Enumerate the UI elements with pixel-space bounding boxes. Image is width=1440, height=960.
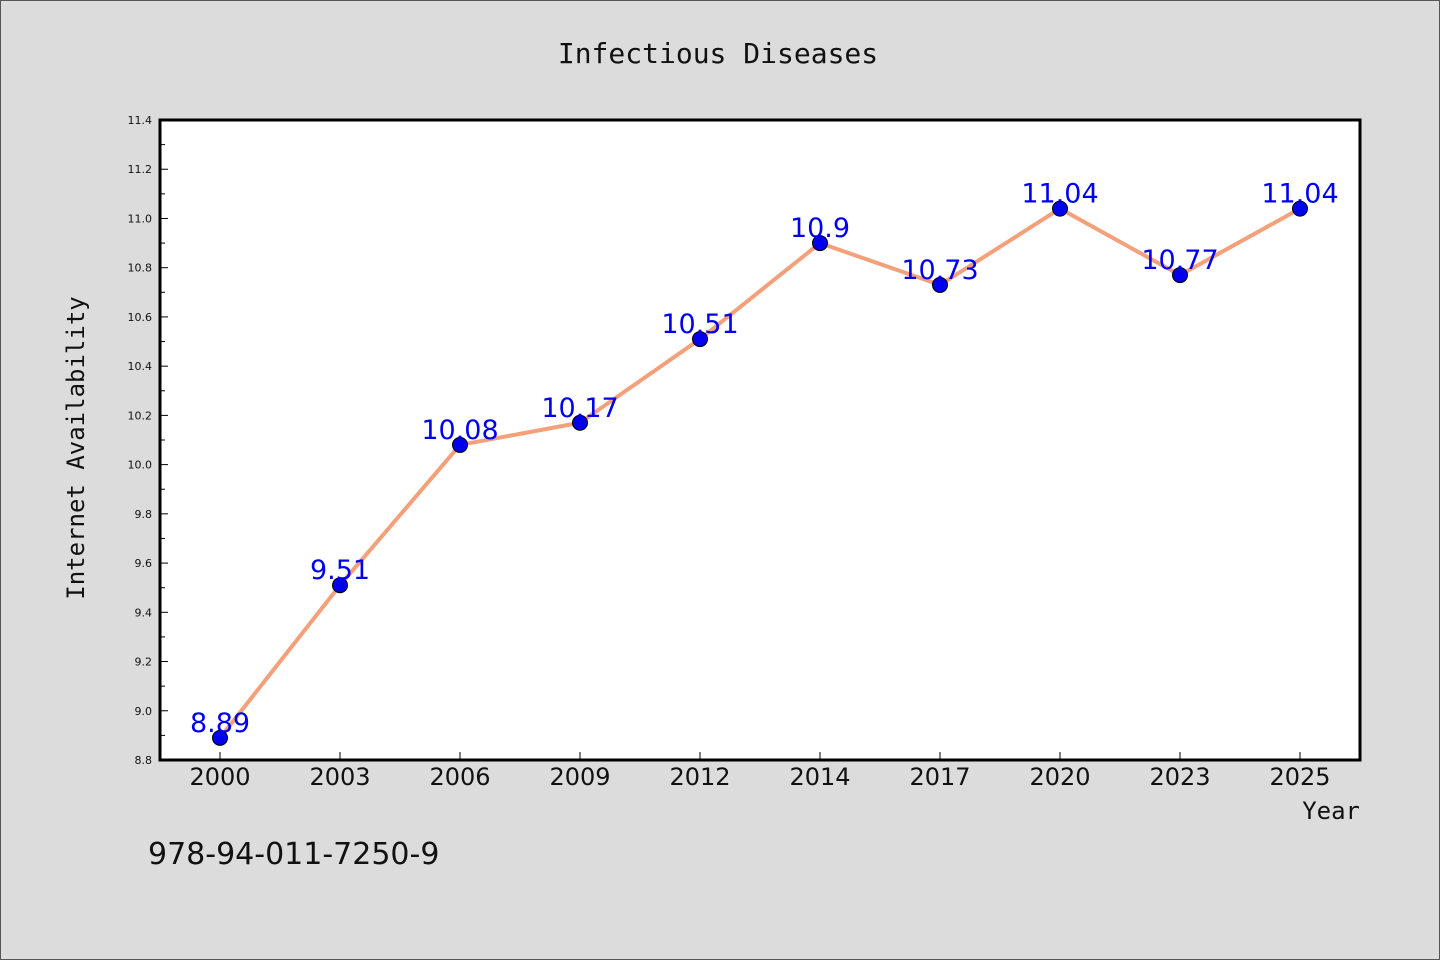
data-point bbox=[1292, 200, 1308, 217]
data-point bbox=[812, 235, 828, 252]
y-tick-label: 9.2 bbox=[135, 656, 153, 669]
y-tick-label: 8.8 bbox=[135, 754, 153, 767]
x-tick-label: 2025 bbox=[1269, 763, 1330, 791]
series-layer: 8.89 9.51 10.08 10.17 10.51 10.9 10.73 11.04 10.… bbox=[190, 179, 1339, 746]
data-label: 11.04 bbox=[1261, 179, 1338, 210]
data-label: 9.51 bbox=[310, 555, 370, 586]
plot-area bbox=[160, 120, 1360, 760]
y-tick-label: 9.8 bbox=[135, 508, 153, 521]
y-tick-label: 9.4 bbox=[135, 606, 153, 619]
data-label: 10.77 bbox=[1141, 245, 1218, 276]
x-tick-label: 2006 bbox=[429, 763, 490, 791]
y-tick-label: 10.6 bbox=[128, 311, 153, 324]
x-tick-label: 2014 bbox=[789, 763, 850, 791]
y-tick-label: 10.4 bbox=[128, 360, 153, 373]
y-tick-label: 11.0 bbox=[128, 212, 153, 225]
data-point bbox=[212, 729, 228, 746]
data-label: 8.89 bbox=[190, 708, 250, 739]
x-tick-label: 2017 bbox=[909, 763, 970, 791]
y-tick-label: 11.4 bbox=[128, 114, 153, 127]
data-label: 10.9 bbox=[790, 213, 850, 244]
data-label: 11.04 bbox=[1021, 179, 1098, 210]
data-point bbox=[692, 331, 708, 348]
chart-title: Infectious Diseases bbox=[558, 37, 878, 70]
data-point bbox=[332, 577, 348, 594]
isbn-text: 978-94-011-7250-9 bbox=[148, 837, 439, 872]
data-point bbox=[1052, 200, 1068, 217]
x-tick-label: 2012 bbox=[669, 763, 730, 791]
y-tick-label: 11.2 bbox=[128, 163, 153, 176]
y-tick-label: 10.2 bbox=[128, 409, 153, 422]
data-label: 10.17 bbox=[541, 393, 618, 424]
data-point bbox=[932, 276, 948, 293]
data-point bbox=[572, 414, 588, 431]
plot-border bbox=[158, 118, 1362, 762]
data-label: 10.73 bbox=[901, 255, 978, 286]
y-tick-label: 10.0 bbox=[128, 459, 153, 472]
y-tick-label: 9.6 bbox=[135, 557, 153, 570]
x-tick-label: 2020 bbox=[1029, 763, 1090, 791]
x-tick-label: 2009 bbox=[549, 763, 610, 791]
x-axis: 2000 2003 2006 2009 2012 2014 2017 2020 2023 2025 bbox=[189, 752, 1331, 791]
x-tick-label: 2003 bbox=[309, 763, 370, 791]
x-axis-label: Year bbox=[1302, 797, 1360, 825]
x-tick-label: 2000 bbox=[189, 763, 250, 791]
data-point bbox=[1172, 267, 1188, 284]
y-tick-label: 9.0 bbox=[135, 705, 153, 718]
series-line bbox=[218, 206, 1301, 740]
data-point bbox=[452, 436, 468, 453]
data-label: 10.51 bbox=[661, 309, 738, 340]
data-label: 10.08 bbox=[421, 415, 498, 446]
x-tick-label: 2023 bbox=[1149, 763, 1210, 791]
y-tick-label: 10.8 bbox=[128, 262, 153, 275]
y-axis-label: Internet Availability bbox=[62, 296, 90, 599]
